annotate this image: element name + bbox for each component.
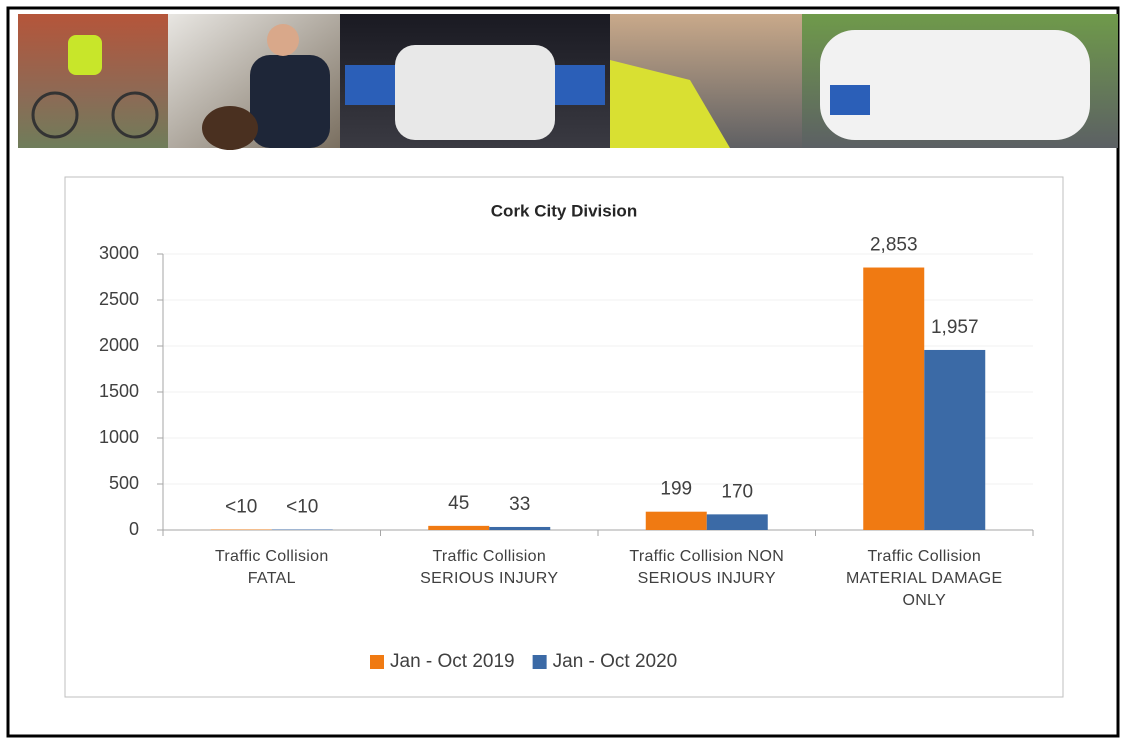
data-label: <10: [286, 497, 318, 518]
chart-title: Cork City Division: [491, 201, 637, 220]
bar: [924, 350, 985, 530]
data-label: <10: [225, 497, 257, 518]
y-tick-label: 0: [129, 519, 139, 539]
legend-swatch: [533, 655, 547, 669]
legend-swatch: [370, 655, 384, 669]
x-tick-label: Traffic Collision SERIOUS INJURY: [379, 546, 599, 590]
data-label: 2,853: [870, 235, 918, 256]
bar: [707, 514, 768, 530]
y-tick-label: 2000: [99, 335, 139, 355]
y-tick-label: 2500: [99, 289, 139, 309]
photo-cyclist: [18, 14, 168, 148]
data-label: 1,957: [931, 317, 979, 338]
bar: [489, 527, 550, 530]
y-tick-label: 500: [109, 473, 139, 493]
bar: [863, 268, 924, 530]
photo-detail: [250, 55, 330, 148]
x-tick-label: Traffic Collision NON SERIOUS INJURY: [597, 546, 817, 590]
photo-detail: [68, 35, 102, 75]
photo-detail: [267, 24, 299, 56]
x-tick-label: Traffic Collision FATAL: [162, 546, 382, 590]
data-label: 33: [509, 494, 530, 515]
data-label: 170: [721, 481, 753, 502]
slide: Cork City Division 0 500 1000 1500 2000 2500 3…: [0, 0, 1121, 742]
photo-detail: [395, 45, 555, 140]
bar: [428, 526, 489, 530]
photo-strip: [18, 14, 1118, 150]
x-tick-label: Traffic Collision MATERIAL DAMAGE ONLY: [814, 546, 1034, 612]
page: Cork City Division 0 500 1000 1500 2000 2500 3…: [0, 0, 1121, 742]
y-tick-label: 1000: [99, 427, 139, 447]
y-tick-label: 1500: [99, 381, 139, 401]
y-tick-label: 3000: [99, 243, 139, 263]
photo-detail: [345, 65, 395, 105]
bar: [646, 512, 707, 530]
legend-label: Jan - Oct 2019: [390, 651, 515, 672]
data-label: 45: [448, 493, 469, 514]
photo-detail: [202, 106, 258, 150]
photo-detail: [830, 85, 870, 115]
legend-label: Jan - Oct 2020: [553, 651, 678, 672]
photo-detail: [555, 65, 605, 105]
data-label: 199: [660, 479, 692, 500]
